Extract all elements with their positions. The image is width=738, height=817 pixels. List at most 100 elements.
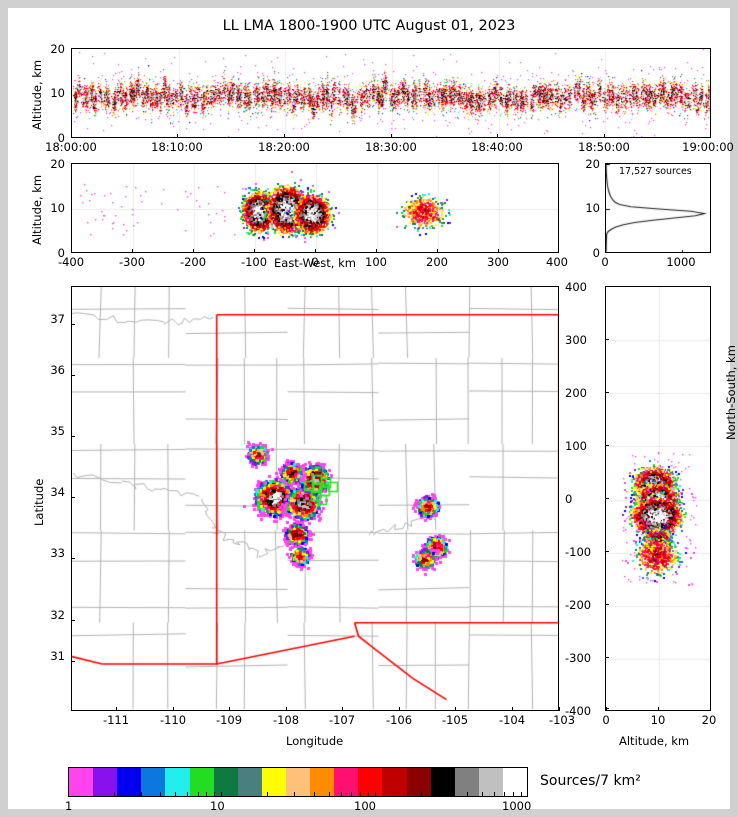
colorbar-minor-tick-2-6 [494,792,495,797]
time-tickmark-0 [71,134,72,138]
colorbar-minor-tick-1-5 [329,792,330,797]
map-ytick-34: 34 [50,485,65,499]
map-tickmark-y-6 [71,324,75,325]
figure-title: LL LMA 1800-1900 UTC August 01, 2023 [222,18,516,34]
ew-tickmark-1 [132,249,133,253]
colorbar-swatch-0 [69,768,94,796]
figure-canvas: LL LMA 1800-1900 UTC August 01, 2023 Alt… [8,8,738,813]
map-tickmark-x-3 [286,707,287,711]
hist-ytick-0: 0 [592,246,600,260]
map-ytick-36: 36 [50,363,65,377]
colorbar-swatch-4 [165,768,190,796]
map-xtick--109: -109 [215,713,243,727]
time-height-xtick-4: 18:40:00 [471,140,523,154]
map-tickmark-x-7 [512,707,513,711]
east-west-xtick--100: -100 [240,255,268,269]
map-tickmark-y-5 [71,375,75,376]
map-ylabel: Latitude [32,478,46,526]
time-height-xtick-5: 18:50:00 [578,140,630,154]
colorbar-minor-tick-2-9 [521,792,522,797]
east-west-ytick-0: 0 [57,246,65,260]
east-west-xtick-400: 400 [546,255,568,269]
map-tickmark-y-2 [71,558,75,559]
ns-ytick--200: -200 [565,598,592,612]
ns-tickmark-x-1 [658,707,659,711]
ns-ytick-400: 400 [565,280,587,294]
east-west-xtick-200: 200 [426,255,448,269]
colorbar-minor-tick-0-5 [175,792,176,797]
map-ytick-32: 32 [50,608,65,622]
map-tickmark-x-6 [455,707,456,711]
map-ytick-31: 31 [50,649,65,663]
colorbar-unit-label: Sources/7 km² [540,773,641,789]
colorbar-swatch-8 [261,768,286,796]
colorbar-minor-tick-1-1 [221,792,222,797]
colorbar-minor-tick-2-5 [482,792,483,797]
east-west-xtick-0: 0 [311,255,319,269]
map-tickmark-x-4 [342,707,343,711]
time-height-panel[interactable] [71,48,711,138]
map-xlabel: Longitude [286,734,344,748]
hist-ytick-20: 20 [585,157,600,171]
east-west-height-panel[interactable] [71,163,559,253]
ns-xtick-0: 0 [602,713,610,727]
ns-tickmark-y-0 [605,286,609,287]
colorbar-minor-tick-2-2 [421,792,422,797]
ns-ytick--300: -300 [565,651,592,665]
colorbar-swatch-13 [382,768,407,796]
map-tickmark-x-8 [559,707,560,711]
time-tickmark-2 [284,134,285,138]
map-tickmark-y-3 [71,497,75,498]
map-xtick--108: -108 [272,713,300,727]
map-xtick--110: -110 [159,713,187,727]
colorbar-swatch-9 [285,768,311,796]
time-tickmark-6 [710,134,711,138]
map-tickmark-y-1 [71,620,75,621]
plan-view-map-panel[interactable] [71,286,559,711]
north-south-height-panel[interactable] [605,286,711,711]
east-west-ytick-20: 20 [50,157,65,171]
colorbar-minor-tick-1-6 [341,792,342,797]
map-xtick--105: -105 [441,713,469,727]
map-xtick--103: -103 [548,713,576,727]
ns-ytick--100: -100 [565,545,592,559]
altitude-histogram-panel[interactable] [605,163,711,253]
ns-ytick-100: 100 [565,439,587,453]
east-west-ylabel: Altitude, km [30,174,44,245]
time-height-ytick-10: 10 [50,86,65,100]
hist-xtick-1000: 1000 [666,255,696,269]
colorbar-swatch-7 [237,768,262,796]
colorbar-swatch-10 [310,768,335,796]
east-west-xtick-100: 100 [365,255,387,269]
colorbar-swatch-15 [430,768,455,796]
map-tickmark-y-4 [71,436,75,437]
map-ytick-35: 35 [50,424,65,438]
colorbar-swatch-12 [358,768,383,796]
colorbar-minor-tick-0-7 [198,792,199,797]
time-height-xtick-0: 18:00:00 [45,140,97,154]
colorbar-minor-tick-0-6 [187,792,188,797]
ns-xtick-10: 10 [650,713,666,727]
colorbar-swatch-6 [213,768,238,796]
colorbar-minor-tick-1-9 [368,792,369,797]
colorbar-minor-tick-1-3 [294,792,295,797]
map-tickmark-x-5 [399,707,400,711]
colorbar-swatch-16 [454,768,479,796]
density-colorbar[interactable] [68,767,528,797]
east-west-xtick-300: 300 [487,255,509,269]
map-xtick--106: -106 [385,713,413,727]
north-south-xlabel: Altitude, km [619,734,690,748]
ew-tickmark-3 [254,249,255,253]
ns-tickmark-x-2 [710,707,711,711]
colorbar-minor-tick-0-8 [206,792,207,797]
ns-tickmark-y-5 [605,551,609,552]
east-west-xtick--300: -300 [118,255,146,269]
colorbar-tick-10: 10 [210,799,225,813]
colorbar-minor-tick-2-3 [448,792,449,797]
colorbar-minor-tick-2-8 [513,792,514,797]
map-tickmark-x-2 [229,707,230,711]
colorbar-minor-tick-0-3 [141,792,142,797]
colorbar-minor-tick-0-4 [160,792,161,797]
ns-tickmark-y-8 [605,708,609,709]
ns-tickmark-y-2 [605,392,609,393]
